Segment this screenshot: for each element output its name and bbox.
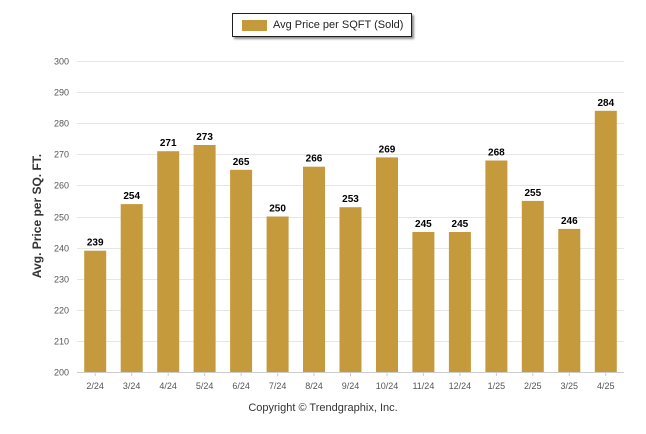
y-tick-label: 230 <box>54 275 69 285</box>
x-tick-label: 10/24 <box>376 381 399 391</box>
x-tick-label: 4/25 <box>597 381 615 391</box>
x-tick-label: 7/24 <box>269 381 287 391</box>
bar <box>558 228 581 372</box>
data-label: 246 <box>561 216 578 227</box>
bar <box>521 200 544 372</box>
bar <box>412 232 435 372</box>
bar <box>120 204 143 372</box>
bar <box>485 160 508 372</box>
data-label: 239 <box>87 238 104 249</box>
bar <box>376 157 398 372</box>
data-label: 268 <box>488 148 505 159</box>
y-axis-title: Avg. Price per SQ. FT. <box>30 153 44 279</box>
data-label: 284 <box>597 98 614 109</box>
bar <box>448 232 471 372</box>
x-tick-label: 12/24 <box>449 381 472 391</box>
y-tick-label: 240 <box>54 244 69 254</box>
bar <box>266 216 289 372</box>
legend-label: Avg Price per SQFT (Sold) <box>273 19 404 31</box>
y-tick-label: 270 <box>54 150 69 160</box>
y-tick-label: 250 <box>54 213 69 223</box>
bar <box>193 145 216 372</box>
data-label: 255 <box>524 188 541 199</box>
data-label: 265 <box>233 157 250 168</box>
legend-swatch <box>242 19 267 31</box>
data-label: 245 <box>415 219 432 230</box>
x-tick-label: 5/24 <box>196 381 214 391</box>
y-tick-label: 200 <box>54 368 69 378</box>
y-tick-label: 260 <box>54 181 69 191</box>
x-tick-label: 4/24 <box>159 381 177 391</box>
x-tick-label: 3/25 <box>561 381 579 391</box>
x-tick-label: 11/24 <box>412 381 434 391</box>
data-label: 254 <box>123 191 140 202</box>
bar <box>157 151 180 372</box>
y-tick-label: 210 <box>54 337 69 347</box>
bar <box>84 250 107 372</box>
x-tick-label: 2/25 <box>524 381 542 391</box>
bar <box>594 110 617 373</box>
x-tick-label: 3/24 <box>123 381 141 391</box>
x-tick-label: 8/24 <box>305 381 323 391</box>
x-tick-label: 6/24 <box>232 381 250 391</box>
data-label: 271 <box>160 138 177 149</box>
x-tick-label: 9/24 <box>342 381 360 391</box>
copyright-text: Copyright © Trendgraphix, Inc. <box>248 402 398 414</box>
y-tick-label: 280 <box>54 119 69 129</box>
x-tick-label: 1/25 <box>488 381 506 391</box>
bar <box>339 207 362 372</box>
data-label: 245 <box>452 219 469 230</box>
data-label: 250 <box>269 204 286 215</box>
x-tick-label: 2/24 <box>86 381 104 391</box>
bar <box>230 169 253 372</box>
chart-legend: Avg Price per SQFT (Sold) <box>232 13 412 37</box>
y-tick-label: 220 <box>54 306 69 316</box>
bar <box>303 166 325 372</box>
y-tick-label: 300 <box>54 57 69 67</box>
y-tick-label: 290 <box>54 88 69 98</box>
data-label: 273 <box>196 132 213 143</box>
data-label: 253 <box>342 194 359 205</box>
data-label: 269 <box>379 144 396 155</box>
data-label: 266 <box>306 154 323 165</box>
